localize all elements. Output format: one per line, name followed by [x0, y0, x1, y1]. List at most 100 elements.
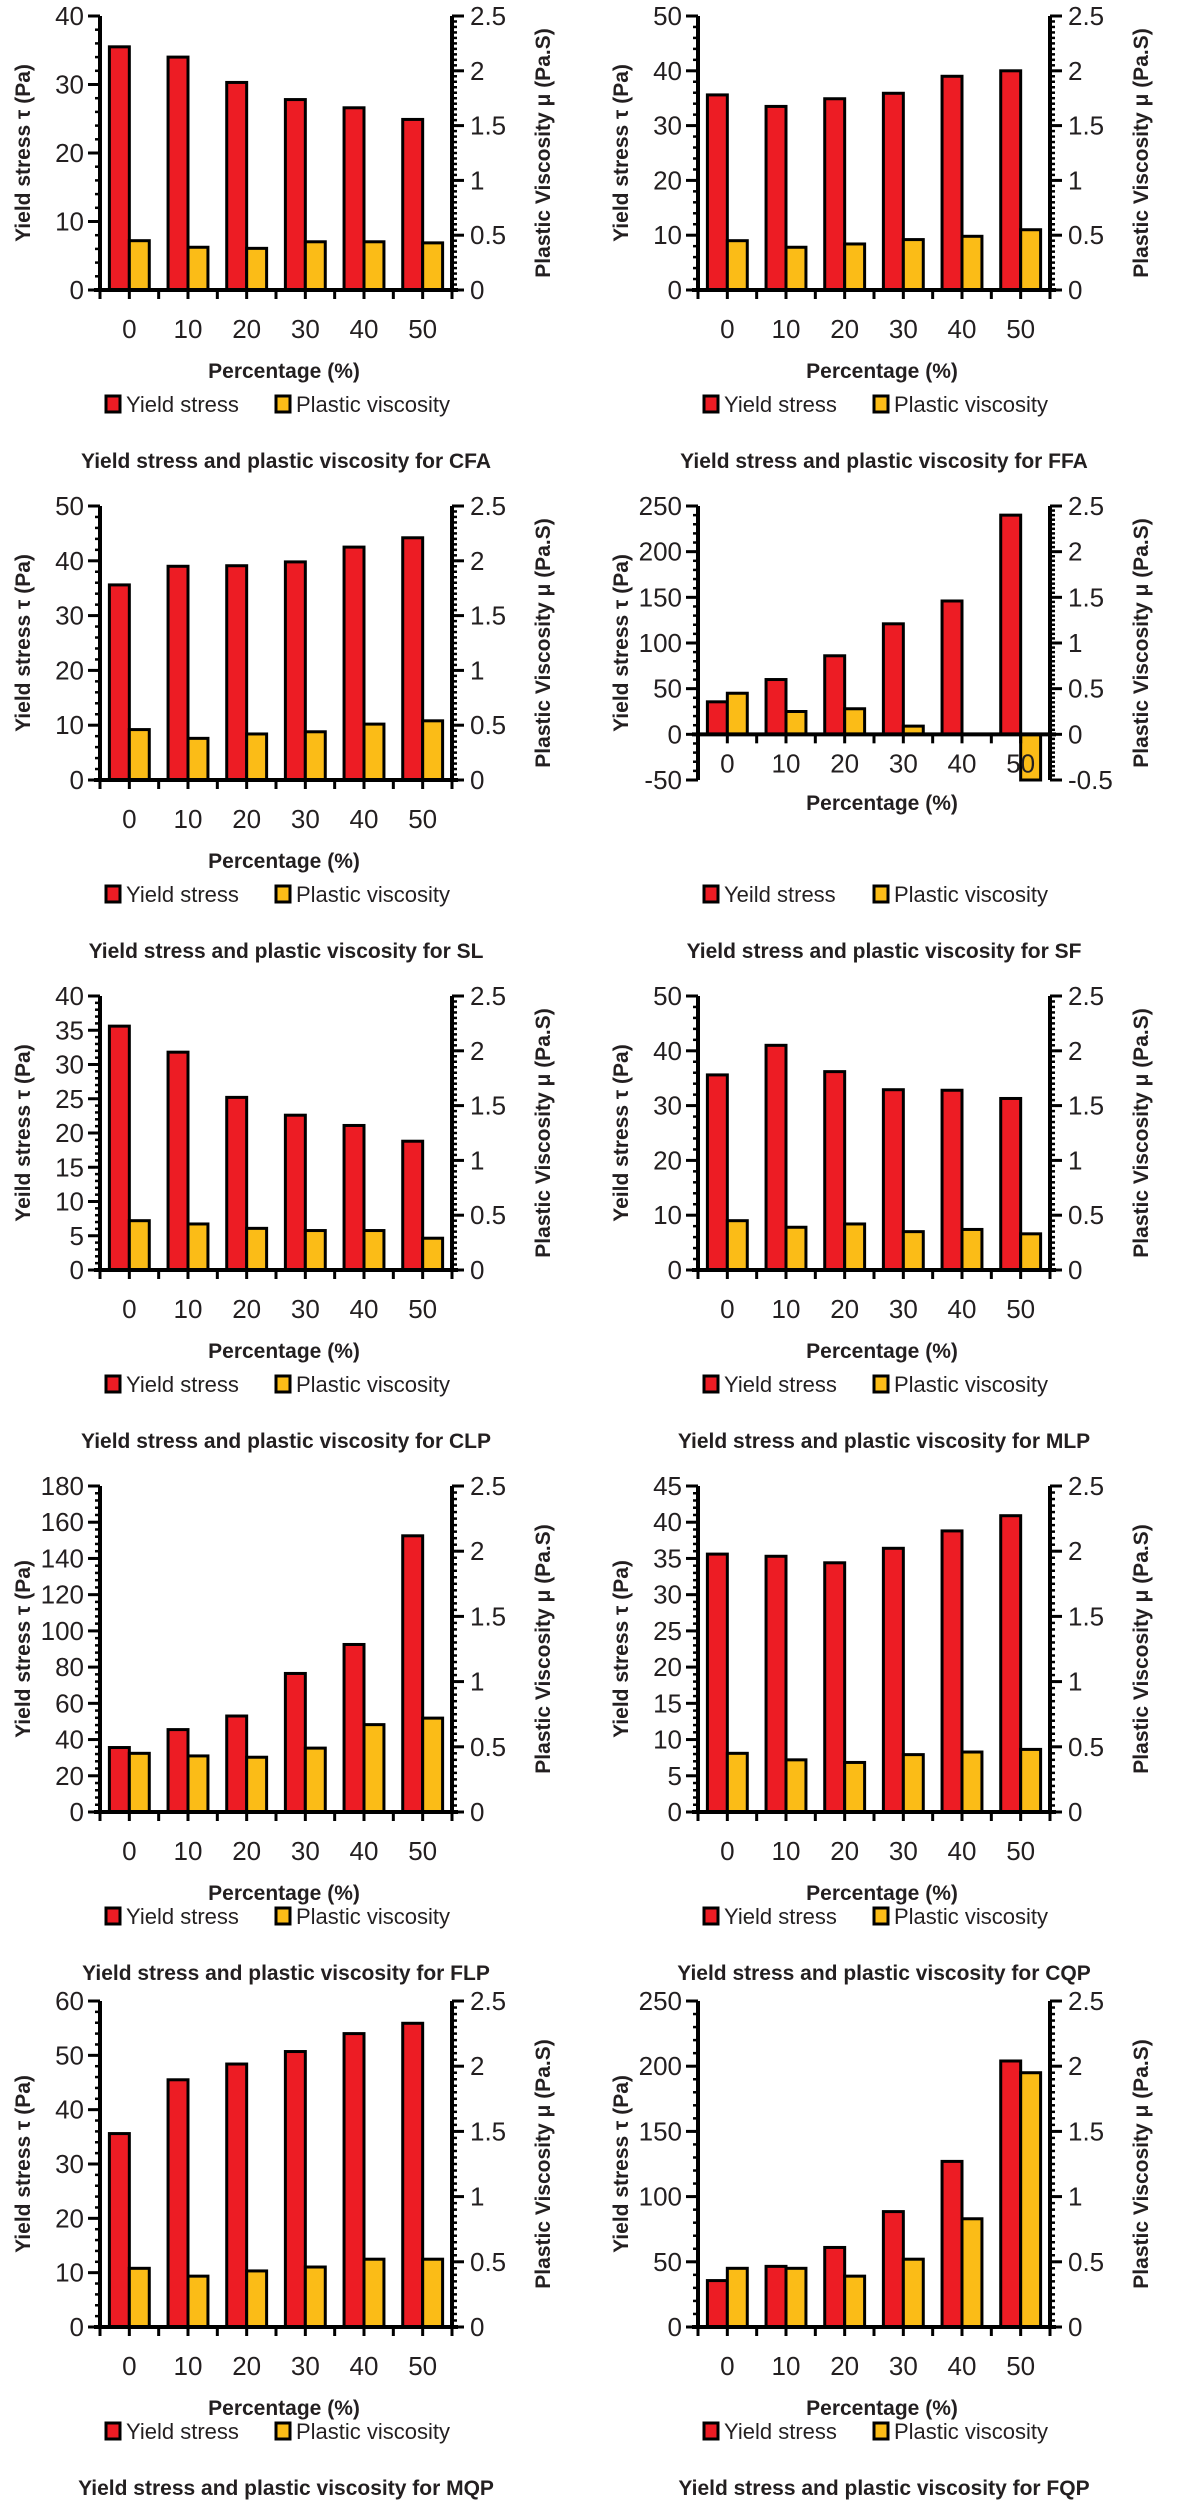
y2-tick-label: 2.5 — [1068, 491, 1104, 521]
y-tick-label: 200 — [639, 2051, 682, 2081]
yield-stress-bar — [881, 1088, 905, 1272]
yield-stress-bar — [999, 69, 1023, 292]
legend-swatch-yield-stress — [104, 1374, 122, 1394]
legend-swatch-yield-stress — [104, 2421, 122, 2441]
y2-tick-label: 2 — [1068, 1036, 1082, 1066]
x-tick-label: 10 — [772, 1294, 801, 1324]
legend-label-plastic-viscosity: Plastic viscosity — [894, 1904, 1048, 1929]
plastic-viscosity-bar — [421, 1236, 445, 1272]
plastic-viscosity-bar — [303, 240, 327, 292]
yield-stress-bar — [225, 80, 249, 292]
yield-stress-bar — [940, 599, 964, 736]
x-tick-label: 0 — [720, 1294, 734, 1324]
x-tick-label: 0 — [720, 2351, 734, 2381]
plastic-viscosity-bar — [421, 1716, 445, 1814]
x-tick-label: 30 — [889, 1294, 918, 1324]
plastic-viscosity-bar — [245, 1755, 269, 1814]
legend-swatch-yield-stress — [702, 394, 720, 414]
legend-swatch-plastic-viscosity — [872, 884, 890, 904]
yield-stress-bar — [342, 106, 366, 292]
y2-axis-title: Plastic Viscosity μ (Pa.S) — [1130, 2039, 1153, 2288]
legend-label-yield-stress: Yield stress — [126, 392, 239, 417]
x-tick-label: 50 — [408, 804, 437, 834]
x-tick-label: 10 — [772, 748, 801, 778]
y-tick-label: 0 — [668, 1797, 682, 1827]
y2-tick-label: 0 — [470, 1255, 484, 1285]
chart-panel-clp: 0 5 10 15 20 25 30 35 40 0 0.5 1 1.5 2 2.5 0 10 20 30 40 50 Y… — [0, 980, 598, 1470]
x-axis-title: Percentage (%) — [208, 1882, 360, 1905]
y2-tick-label: 1 — [470, 655, 484, 685]
y-tick-label: 20 — [55, 2203, 84, 2233]
x-tick-label: 40 — [350, 1836, 379, 1866]
y-tick-label: 60 — [55, 1688, 84, 1718]
y2-tick-label: 1 — [470, 1145, 484, 1175]
y2-tick-label: 2.5 — [1068, 1986, 1104, 2016]
x-tick-label: 10 — [772, 1836, 801, 1866]
yield-stress-bar — [107, 1024, 131, 1272]
x-tick-label: 0 — [122, 1836, 136, 1866]
chart-caption: Yield stress and plastic viscosity for S… — [687, 940, 1082, 963]
plastic-viscosity-bar — [362, 722, 386, 782]
y-tick-label: 250 — [639, 491, 682, 521]
y2-tick-label: -0.5 — [1068, 765, 1113, 795]
x-tick-label: 40 — [350, 2351, 379, 2381]
y-axis-title: Yield stress τ (Pa) — [610, 64, 633, 242]
y-tick-label: 20 — [55, 655, 84, 685]
plastic-viscosity-bar — [127, 239, 151, 292]
plastic-viscosity-bar — [1019, 2071, 1043, 2329]
y2-tick-label: 2 — [1068, 56, 1082, 86]
plastic-viscosity-bar — [186, 1754, 210, 1814]
y2-tick-label: 2 — [470, 56, 484, 86]
x-tick-label: 0 — [122, 314, 136, 344]
y2-tick-label: 0 — [470, 765, 484, 795]
x-tick-label: 50 — [1006, 2351, 1035, 2381]
chart-caption: Yield stress and plastic viscosity for S… — [89, 940, 484, 963]
plastic-viscosity-bar — [127, 1751, 151, 1814]
yield-stress-bar — [342, 545, 366, 782]
legend-label-plastic-viscosity: Plastic viscosity — [894, 1372, 1048, 1397]
x-tick-label: 40 — [350, 804, 379, 834]
x-tick-label: 40 — [948, 748, 977, 778]
y-tick-label: 10 — [653, 220, 682, 250]
y-tick-label: 50 — [653, 674, 682, 704]
chart-caption: Yield stress and plastic viscosity for C… — [81, 450, 491, 473]
yield-stress-bar — [881, 1546, 905, 1814]
legend-swatch-yield-stress — [104, 884, 122, 904]
legend-label-yield-stress: Yield stress — [724, 392, 837, 417]
y-tick-label: 20 — [653, 1652, 682, 1682]
y-tick-label: 15 — [55, 1152, 84, 1182]
y-tick-label: 30 — [653, 1091, 682, 1121]
yield-stress-bar — [283, 2050, 307, 2329]
y-tick-label: 0 — [70, 1797, 84, 1827]
legend-label-plastic-viscosity: Plastic viscosity — [296, 882, 450, 907]
legend-label-plastic-viscosity: Plastic viscosity — [296, 1372, 450, 1397]
y2-tick-label: 1 — [1068, 1667, 1082, 1697]
y2-tick-label: 2 — [470, 1036, 484, 1066]
yield-stress-bar — [764, 2264, 788, 2329]
yield-stress-bar — [107, 583, 131, 782]
yield-stress-bar — [764, 104, 788, 292]
yield-stress-bar — [881, 2210, 905, 2329]
y-tick-label: 40 — [55, 981, 84, 1011]
legend-swatch-plastic-viscosity — [274, 2421, 292, 2441]
y-tick-label: 30 — [55, 601, 84, 631]
x-tick-label: 10 — [174, 804, 203, 834]
y-tick-label: 50 — [55, 2040, 84, 2070]
y-tick-label: 250 — [639, 1986, 682, 2016]
x-axis-title: Percentage (%) — [208, 1340, 360, 1363]
y2-tick-label: 1.5 — [1068, 111, 1104, 141]
y2-tick-label: 0 — [470, 1797, 484, 1827]
chart-fqp: 0 50 100 150 200 250 0 0.5 1 1.5 2 2.5 0 10 20 30 40 50 Yi… — [610, 1986, 1153, 2500]
chart-caption: Yield stress and plastic viscosity for M… — [678, 1430, 1090, 1453]
y-axis-title: Yield stress τ (Pa) — [12, 1560, 35, 1738]
chart-panel-sl: 0 10 20 30 40 50 0 0.5 1 1.5 2 2.5 0 10 20 30 40 50 Yield … — [0, 490, 598, 980]
x-tick-label: 30 — [889, 748, 918, 778]
chart-caption: Yield stress and plastic viscosity for F… — [678, 2477, 1089, 2500]
x-tick-label: 0 — [122, 1294, 136, 1324]
x-axis-title: Percentage (%) — [806, 1340, 958, 1363]
y-tick-label: 40 — [55, 546, 84, 576]
y-tick-label: 20 — [653, 165, 682, 195]
y-axis-title: Yeild stress τ (Pa) — [610, 1044, 633, 1221]
plastic-viscosity-bar — [960, 1750, 984, 1814]
x-tick-label: 40 — [948, 2351, 977, 2381]
